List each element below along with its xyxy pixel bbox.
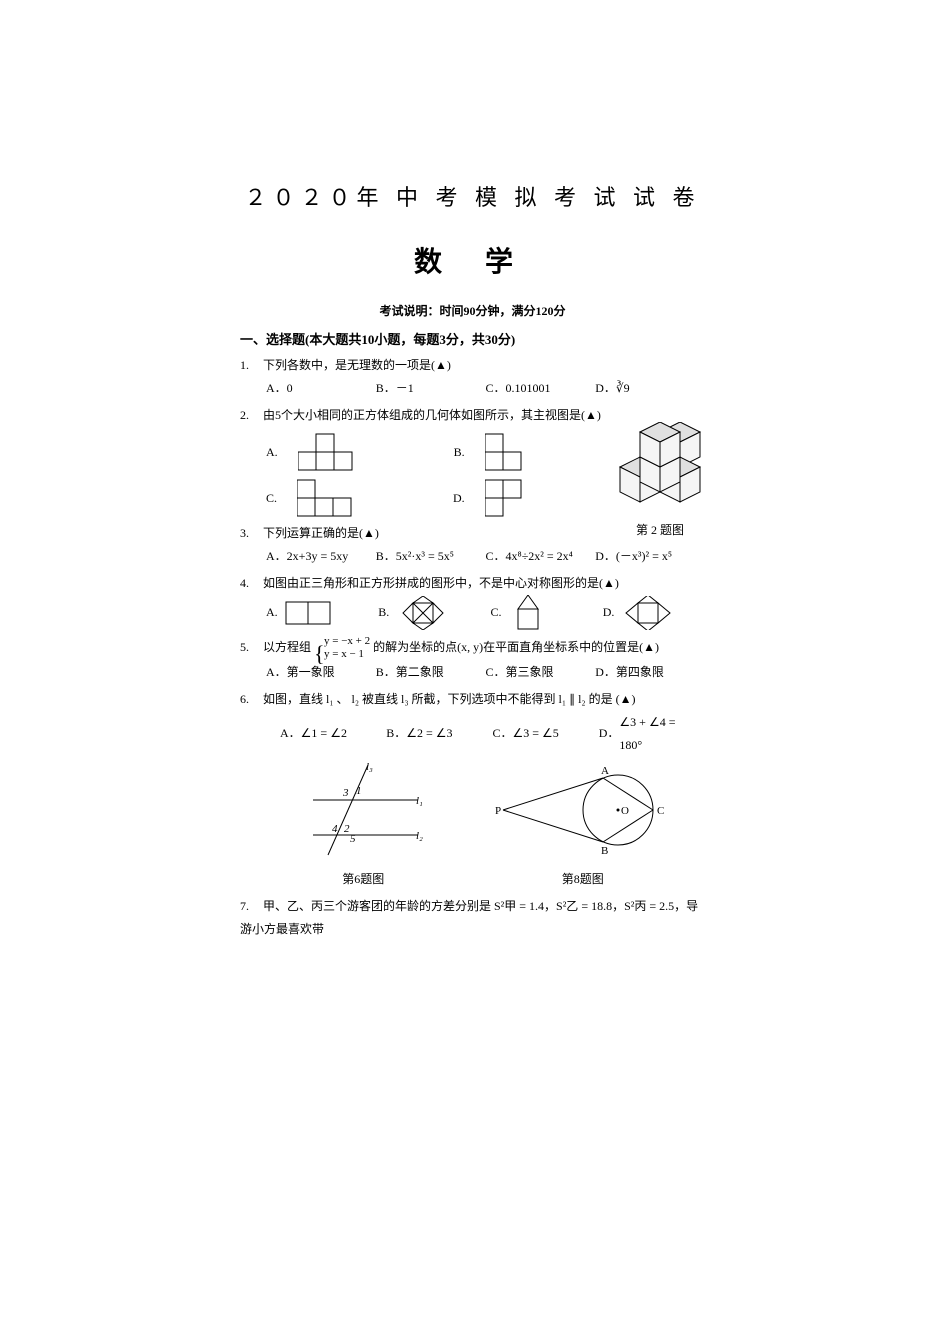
circle-tangent-icon: P A B C O xyxy=(493,760,673,860)
q1-opt-d: D．∛9 xyxy=(595,377,705,400)
q5-opt-d: D．第四象限 xyxy=(595,661,705,684)
q2-opt-a-label: A. xyxy=(266,441,278,464)
question-5: 5. 以方程组 { y = −x + 2 y = x − 1 的解为坐标的点(x… xyxy=(240,635,705,684)
q4-opt-b-label: B. xyxy=(378,601,389,624)
q3-opt-b: B．5x²·x³ = 5x⁵ xyxy=(376,545,486,568)
svg-text:l₂: l₂ xyxy=(416,830,423,842)
exam-page: ２０２０年 中 考 模 拟 考 试 试 卷 数 学 考试说明：时间90分钟，满分… xyxy=(0,0,945,1337)
q1-text: 下列各数中，是无理数的一项是(▲) xyxy=(263,358,451,372)
q1-opt-a: A．0 xyxy=(266,377,376,400)
q5-opt-b: B．第二象限 xyxy=(376,661,486,684)
q6-figure: l₃ l₁ l₂ 1 3 2 4 5 第6题图 xyxy=(298,760,428,891)
q2-opt-d-label: D. xyxy=(453,487,465,510)
svg-text:O: O xyxy=(621,805,629,817)
q3-opt-d: D．(－x³)² = x⁵ xyxy=(595,545,705,568)
cube-assembly-icon xyxy=(610,422,710,512)
q2-view-a-icon xyxy=(298,432,354,472)
q4-opt-c-label: C. xyxy=(491,601,502,624)
q3-num: 3. xyxy=(240,522,260,545)
q6-text: 如图，直线 l₁ 、 l₂ 被直线 l₃ 所截，下列选项中不能得到 l₁ ∥ l… xyxy=(263,692,635,706)
q3-options: A．2x+3y = 5xy B．5x²·x³ = 5x⁵ C．4x⁸÷2x² =… xyxy=(240,545,705,568)
q2-view-d-icon xyxy=(485,478,541,518)
q4-shape-b-icon xyxy=(393,596,453,630)
q2-opt-b-label: B. xyxy=(454,441,465,464)
transversal-lines-icon: l₃ l₁ l₂ 1 3 2 4 5 xyxy=(298,760,428,860)
question-4: 4. 如图由正三角形和正方形拼成的图形中，不是中心对称图形的是(▲) A. B. xyxy=(240,572,705,631)
q3-opt-a: A．2x+3y = 5xy xyxy=(266,545,376,568)
q4-shape-c-icon xyxy=(506,595,552,631)
q3-text: 下列运算正确的是(▲) xyxy=(263,526,379,540)
q2-num: 2. xyxy=(240,404,260,427)
q2-view-b-icon xyxy=(485,432,541,472)
svg-text:B: B xyxy=(601,845,608,857)
svg-text:l₁: l₁ xyxy=(416,795,423,807)
q2-view-c-icon xyxy=(297,478,353,518)
q4-opt-a-label: A. xyxy=(266,601,278,624)
exam-info: 考试说明：时间90分钟，满分120分 xyxy=(240,302,705,319)
q4-opt-d-label: D. xyxy=(603,601,615,624)
question-2: 2. 由5个大小相同的正方体组成的几何体如图所示，其主视图是(▲) xyxy=(240,404,705,519)
q4-shape-d-icon xyxy=(618,596,682,630)
q5-options: A．第一象限 B．第二象限 C．第三象限 D．第四象限 xyxy=(240,661,705,684)
q6-options: A．∠1 = ∠2 B．∠2 = ∠3 C．∠3 = ∠5 D．∠3 + ∠4 … xyxy=(240,711,705,757)
q6-opt-b: B．∠2 = ∠3 xyxy=(386,711,492,757)
section-1-title: 一、选择题(本大题共10小题，每题3分，共30分) xyxy=(240,329,705,348)
svg-text:4: 4 xyxy=(332,823,338,835)
svg-text:l₃: l₃ xyxy=(366,761,373,773)
q2-text: 由5个大小相同的正方体组成的几何体如图所示，其主视图是(▲) xyxy=(263,408,601,422)
q6-fig-caption: 第6题图 xyxy=(298,868,428,891)
q6-q8-figures: l₃ l₁ l₂ 1 3 2 4 5 第6题图 xyxy=(240,760,705,891)
q1-num: 1. xyxy=(240,354,260,377)
q4-options: A. B. xyxy=(240,595,705,631)
q8-figure: P A B C O 第8题图 xyxy=(493,760,673,891)
q4-text: 如图由正三角形和正方形拼成的图形中，不是中心对称图形的是(▲) xyxy=(263,576,619,590)
question-6: 6. 如图，直线 l₁ 、 l₂ 被直线 l₃ 所截，下列选项中不能得到 l₁ … xyxy=(240,688,705,891)
q6-opt-d: D．∠3 + ∠4 = 180° xyxy=(599,711,705,757)
q6-opt-c: C．∠3 = ∠5 xyxy=(493,711,599,757)
q6-opt-a: A．∠1 = ∠2 xyxy=(280,711,386,757)
q3-opt-c: C．4x⁸÷2x² = 2x⁴ xyxy=(486,545,596,568)
svg-text:1: 1 xyxy=(356,785,362,797)
q5-text-before: 以方程组 xyxy=(263,640,311,654)
q8-fig-caption: 第8题图 xyxy=(493,868,673,891)
q6-num: 6. xyxy=(240,688,260,711)
svg-text:P: P xyxy=(495,805,501,817)
q5-text-after: 的解为坐标的点(x, y)在平面直角坐标系中的位置是(▲) xyxy=(373,640,659,654)
q4-shape-a-icon xyxy=(282,598,334,628)
q2-opt-c-label: C. xyxy=(266,487,277,510)
svg-text:C: C xyxy=(657,805,664,817)
q7-num: 7. xyxy=(240,895,260,918)
q5-opt-c: C．第三象限 xyxy=(486,661,596,684)
q5-system: { y = −x + 2 y = x − 1 xyxy=(314,635,370,661)
exam-title: ２０２０年 中 考 模 拟 考 试 试 卷 xyxy=(240,180,705,212)
exam-subject: 数 学 xyxy=(240,240,705,280)
question-7: 7. 甲、乙、丙三个游客团的年龄的方差分别是 S²甲 = 1.4，S²乙 = 1… xyxy=(240,895,705,941)
svg-text:A: A xyxy=(601,765,609,777)
svg-text:3: 3 xyxy=(342,787,349,799)
q5-num: 5. xyxy=(240,636,260,659)
question-1: 1. 下列各数中，是无理数的一项是(▲) A．0 B．－1 C．0.101001… xyxy=(240,354,705,400)
svg-text:5: 5 xyxy=(350,833,356,845)
q4-num: 4. xyxy=(240,572,260,595)
q7-text: 甲、乙、丙三个游客团的年龄的方差分别是 S²甲 = 1.4，S²乙 = 18.8… xyxy=(240,899,698,936)
q1-opt-c: C．0.101001 xyxy=(486,377,596,400)
question-3: 3. 下列运算正确的是(▲) A．2x+3y = 5xy B．5x²·x³ = … xyxy=(240,522,705,568)
q1-options: A．0 B．－1 C．0.101001 D．∛9 xyxy=(240,377,705,400)
q1-opt-b: B．－1 xyxy=(376,377,486,400)
